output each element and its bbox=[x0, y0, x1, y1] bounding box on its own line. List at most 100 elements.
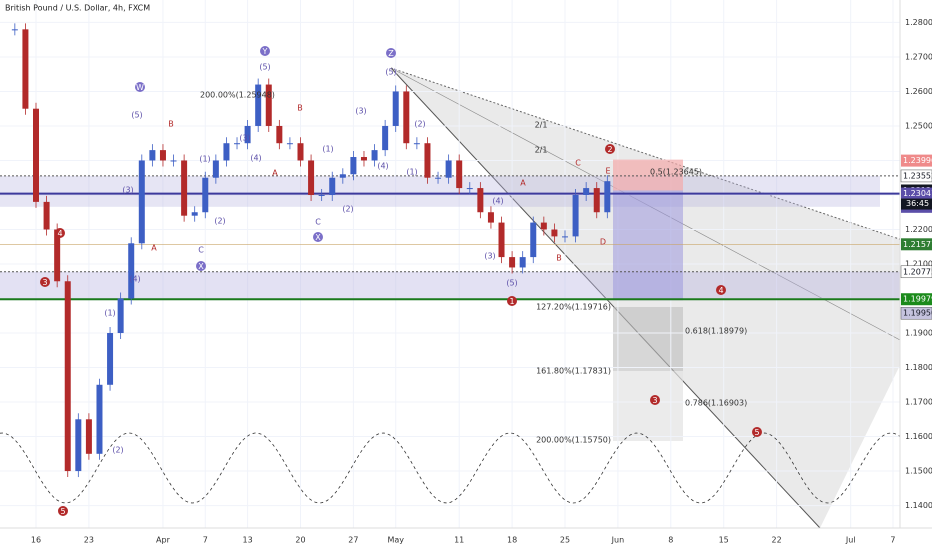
candle bbox=[540, 222, 547, 230]
candle bbox=[593, 188, 600, 213]
y-tick-label: 1.25000 bbox=[905, 121, 932, 130]
wave-label: (5) bbox=[131, 111, 142, 120]
wave-label: W bbox=[136, 83, 144, 92]
wave-label: 4 bbox=[718, 286, 723, 295]
wave-label: (4) bbox=[129, 275, 140, 284]
wave-marker bbox=[313, 232, 323, 242]
candle bbox=[85, 419, 92, 454]
wave-label: (3) bbox=[239, 134, 250, 143]
candle bbox=[75, 419, 82, 472]
countdown-badge bbox=[901, 198, 932, 210]
candle bbox=[572, 194, 579, 237]
wave-label: (5) bbox=[506, 279, 517, 288]
candle bbox=[244, 125, 251, 144]
wave-label: 4 bbox=[57, 229, 62, 238]
wave-marker bbox=[716, 285, 726, 295]
candle bbox=[107, 333, 114, 385]
candle bbox=[33, 108, 39, 202]
y-tick-label: 1.16000 bbox=[905, 432, 932, 441]
fib-zone bbox=[613, 307, 683, 371]
price-badge bbox=[900, 265, 932, 279]
y-tick-label: 1.17000 bbox=[905, 398, 932, 407]
y-tick-label: 1.26000 bbox=[905, 87, 932, 96]
candle bbox=[43, 201, 50, 230]
wave-label: (5) bbox=[259, 63, 270, 72]
wave-marker bbox=[752, 427, 762, 437]
candle bbox=[360, 157, 367, 161]
candle bbox=[223, 143, 230, 161]
candle bbox=[265, 84, 272, 126]
x-tick-label: Jun bbox=[611, 536, 625, 545]
price-badge-label: 1.19950 bbox=[903, 309, 932, 318]
fib-label: 0.786(1.16903) bbox=[685, 399, 747, 408]
wave-label: 3 bbox=[42, 278, 47, 287]
candle bbox=[96, 384, 103, 454]
y-tick-label: 1.19000 bbox=[905, 329, 932, 338]
wave-label: Y bbox=[262, 47, 268, 56]
candle bbox=[509, 257, 516, 268]
x-tick-label: Jul bbox=[845, 536, 856, 545]
wave-marker bbox=[196, 261, 206, 271]
x-tick-label: 27 bbox=[348, 536, 358, 545]
wave-label: (3) bbox=[484, 252, 495, 261]
price-badge bbox=[900, 169, 932, 183]
trend-line bbox=[390, 67, 932, 251]
candle bbox=[128, 243, 135, 299]
x-tick-label: 11 bbox=[454, 536, 464, 545]
wave-marker bbox=[650, 395, 660, 405]
candle bbox=[583, 188, 590, 195]
wave-label: B bbox=[556, 254, 562, 263]
wave-label: (2) bbox=[342, 205, 353, 214]
candle bbox=[445, 160, 452, 178]
fib-zone bbox=[613, 371, 683, 441]
trend-line bbox=[390, 67, 821, 529]
wave-label: (3) bbox=[122, 186, 133, 195]
candle bbox=[435, 177, 442, 179]
candle bbox=[339, 174, 346, 178]
candle bbox=[487, 212, 494, 223]
wave-label: (2) bbox=[112, 446, 123, 455]
candle bbox=[562, 236, 568, 238]
candle bbox=[413, 143, 420, 145]
fib-zone bbox=[613, 190, 683, 301]
fib-label: 0.618(1.18979) bbox=[685, 327, 747, 336]
zone bbox=[0, 271, 900, 301]
wave-label: C bbox=[198, 246, 204, 255]
wave-label: E bbox=[605, 167, 610, 176]
wave-label: Z bbox=[388, 49, 394, 58]
candle bbox=[286, 143, 293, 145]
x-tick-label: 18 bbox=[507, 536, 517, 545]
candle bbox=[604, 181, 611, 213]
wave-label: (1) bbox=[322, 145, 333, 154]
candle bbox=[11, 29, 18, 31]
candle bbox=[54, 229, 61, 282]
wave-label: 2 bbox=[607, 145, 612, 154]
wave-label: 2/1 bbox=[535, 121, 548, 130]
candle bbox=[498, 222, 505, 258]
candle bbox=[519, 257, 526, 268]
candle bbox=[181, 160, 188, 216]
candle bbox=[551, 229, 558, 237]
candle bbox=[530, 222, 537, 258]
y-tick-label: 1.14000 bbox=[905, 501, 932, 510]
price-badge-label: 1.23996 bbox=[903, 156, 932, 165]
candle bbox=[403, 91, 410, 144]
wave-marker bbox=[260, 46, 270, 56]
candle bbox=[149, 150, 156, 161]
wave-marker bbox=[40, 277, 50, 287]
candle bbox=[191, 212, 198, 216]
candle bbox=[392, 91, 399, 126]
candle bbox=[382, 125, 389, 151]
y-tick-label: 1.28000 bbox=[905, 18, 932, 27]
wave-label: X bbox=[315, 233, 321, 242]
wave-label: 3 bbox=[652, 396, 657, 405]
fib-zone bbox=[613, 159, 683, 191]
countdown: 36:45 bbox=[906, 199, 929, 208]
price-badge bbox=[900, 306, 932, 320]
candle bbox=[159, 150, 166, 161]
x-tick-label: 8 bbox=[668, 536, 673, 545]
candle bbox=[202, 177, 209, 213]
wave-label: (1) bbox=[104, 309, 115, 318]
fib-label: 161.80%(1.17831) bbox=[536, 367, 611, 376]
